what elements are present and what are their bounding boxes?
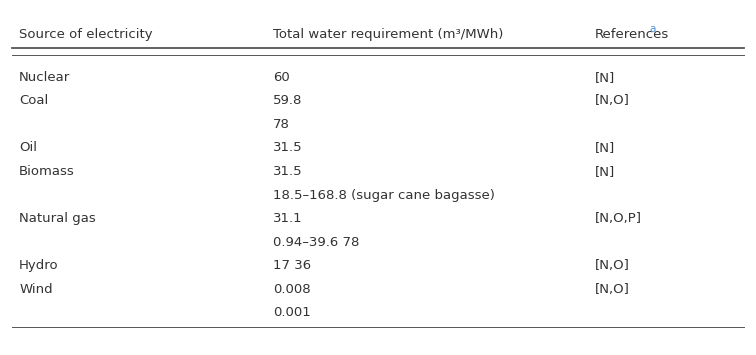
Text: [N,O,P]: [N,O,P] xyxy=(595,212,642,225)
Text: Nuclear: Nuclear xyxy=(19,71,70,84)
Text: Biomass: Biomass xyxy=(19,165,75,178)
Text: 78: 78 xyxy=(274,118,290,131)
Text: 31.5: 31.5 xyxy=(274,165,303,178)
Text: 31.1: 31.1 xyxy=(274,212,303,225)
Text: Wind: Wind xyxy=(19,283,53,296)
Text: [N,O]: [N,O] xyxy=(595,259,630,272)
Text: a: a xyxy=(649,24,655,34)
Text: [N,O]: [N,O] xyxy=(595,283,630,296)
Text: 31.5: 31.5 xyxy=(274,141,303,154)
Text: Hydro: Hydro xyxy=(19,259,59,272)
Text: 0.008: 0.008 xyxy=(274,283,311,296)
Text: 0.94–39.6 78: 0.94–39.6 78 xyxy=(274,236,360,249)
Text: Natural gas: Natural gas xyxy=(19,212,96,225)
Text: 17 36: 17 36 xyxy=(274,259,311,272)
Text: 18.5–168.8 (sugar cane bagasse): 18.5–168.8 (sugar cane bagasse) xyxy=(274,189,495,202)
Text: 59.8: 59.8 xyxy=(274,94,302,107)
Text: [N]: [N] xyxy=(595,141,615,154)
Text: Coal: Coal xyxy=(19,94,48,107)
Text: Source of electricity: Source of electricity xyxy=(19,28,153,42)
Text: [N]: [N] xyxy=(595,165,615,178)
Text: Total water requirement (m³/MWh): Total water requirement (m³/MWh) xyxy=(274,28,503,42)
Text: Oil: Oil xyxy=(19,141,37,154)
Text: [N]: [N] xyxy=(595,71,615,84)
Text: [N,O]: [N,O] xyxy=(595,94,630,107)
Text: 60: 60 xyxy=(274,71,290,84)
Text: References: References xyxy=(595,28,669,42)
Text: 0.001: 0.001 xyxy=(274,306,311,320)
